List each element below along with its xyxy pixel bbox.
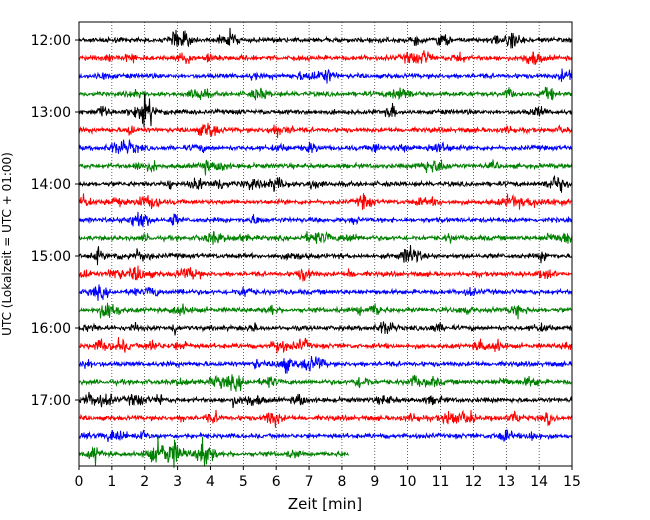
x-ticks: 0 1 2 3 4 5 6 7 8 9 10 11 12 13 14 15 [75,466,581,490]
grid-layer [111,22,540,466]
trace-1600 [78,321,573,336]
x-tick-label: 13 [497,474,515,490]
trace-1645 [78,374,573,392]
x-tick-label: 5 [239,474,248,490]
trace-1230 [78,67,573,84]
trace-1215 [78,50,573,65]
y-tick-label: 12:00 [31,33,71,49]
trace-1630 [78,356,573,374]
x-tick-label: 10 [399,474,417,490]
x-tick-label: 1 [107,474,116,490]
trace-1345 [78,159,573,176]
x-tick-label: 7 [305,474,314,490]
trace-1730 [78,428,573,442]
x-tick-label: 8 [337,474,346,490]
x-tick-label: 9 [370,474,379,490]
y-tick-label: 15:00 [31,249,71,265]
x-tick-label: 14 [530,474,548,490]
y-tick-label: 14:00 [31,177,71,193]
x-tick-label: 4 [206,474,215,490]
trace-1400 [78,175,573,193]
trace-1545 [78,302,573,320]
trace-1615 [78,337,573,354]
x-tick-label: 12 [464,474,482,490]
trace-1515 [78,265,573,282]
trace-1500 [78,244,573,266]
x-tick-label: 0 [75,474,84,490]
trace-1530 [78,284,573,301]
trace-1745 [78,436,349,468]
trace-1715 [78,409,573,428]
x-tick-label: 2 [140,474,149,490]
trace-1315 [78,122,573,139]
x-tick-label: 15 [563,474,581,490]
plot-frame [78,21,573,467]
x-tick-label: 11 [432,474,450,490]
y-tick-label: 16:00 [31,321,71,337]
trace-1430 [78,211,573,228]
x-axis-label: Zeit [min] [288,495,362,513]
trace-1700 [78,391,573,409]
y-axis-label: UTC (Lokalzeit = UTC + 01:00) [0,152,14,336]
trace-1415 [78,193,573,210]
x-tick-label: 3 [173,474,182,490]
trace-1300 [78,93,573,128]
x-tick-label: 6 [272,474,281,490]
y-ticks: 12:00 13:00 14:00 15:00 16:00 17:00 [31,33,79,409]
trace-1200 [78,27,573,49]
trace-1330 [78,139,573,154]
y-tick-label: 17:00 [31,393,71,409]
trace-1445 [78,230,573,245]
trace-1245 [78,86,573,101]
trace-layer [78,27,573,468]
y-tick-label: 13:00 [31,105,71,121]
